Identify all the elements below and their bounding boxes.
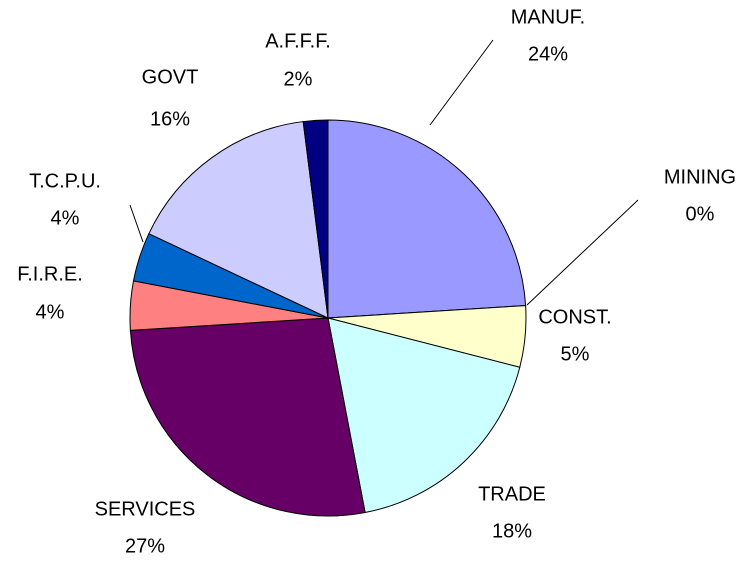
category-label: MINING	[664, 166, 736, 188]
category-label: GOVT	[142, 66, 199, 88]
pie-slice	[327, 119, 527, 319]
value-label: 5%	[561, 343, 590, 365]
value-label: 4%	[36, 301, 65, 323]
category-label: A.F.F.F.	[265, 30, 331, 52]
leader-line	[526, 199, 639, 306]
leader-line	[429, 39, 494, 126]
value-label: 18%	[492, 520, 532, 542]
pie-slice	[148, 121, 329, 319]
value-label: 0%	[686, 203, 715, 225]
pie-slice	[129, 317, 366, 517]
value-label: 4%	[51, 207, 80, 229]
category-label: F.I.R.E.	[17, 263, 83, 285]
value-label: 24%	[528, 43, 568, 65]
value-label: 27%	[125, 535, 165, 557]
category-label: T.C.P.U.	[29, 170, 101, 192]
pie-slice	[302, 119, 329, 319]
category-label: SERVICES	[95, 498, 196, 520]
category-label: TRADE	[478, 483, 546, 505]
value-label: 2%	[284, 68, 313, 90]
pie-slice	[327, 317, 521, 514]
category-label: CONST.	[538, 306, 611, 328]
leader-line	[129, 204, 144, 243]
category-label: MANUF.	[511, 6, 585, 28]
value-label: 16%	[150, 108, 190, 130]
